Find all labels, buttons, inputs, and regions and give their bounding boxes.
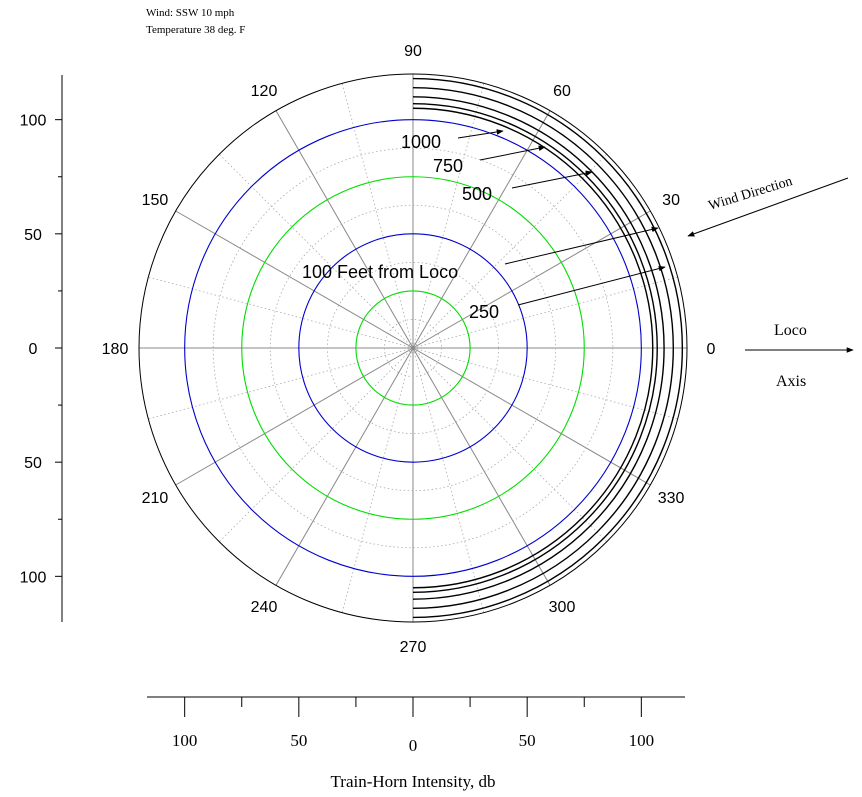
bottom-axis-tick-label: 100 — [629, 731, 655, 750]
angle-tick-label: 30 — [662, 192, 680, 209]
label-500: 500 — [462, 184, 492, 204]
grid-spoke-minor — [148, 276, 414, 349]
grid-spoke — [412, 347, 651, 486]
angle-tick-label: 210 — [142, 490, 169, 507]
grid-spoke-minor — [341, 83, 414, 349]
grid-spoke — [275, 110, 414, 349]
grid-spoke-minor — [148, 347, 414, 420]
left-axis-tick-label: 0 — [29, 341, 38, 358]
angle-tick-label: 270 — [400, 639, 427, 656]
wind-note: Wind: SSW 10 mph — [146, 7, 235, 19]
series-arc — [412, 87, 674, 609]
left-axis: 100 50 0 50 100 — [20, 75, 63, 622]
label-1000: 1000 — [401, 132, 441, 152]
label-750: 750 — [433, 156, 463, 176]
reference-circle — [241, 176, 585, 520]
series-arc — [412, 77, 684, 619]
bottom-axis-tick-label: 0 — [409, 736, 418, 755]
series-annotations: 1000 750 500 100 Feet from Loco 250 Wind… — [302, 129, 854, 390]
x-axis-label: Train-Horn Intensity, db — [331, 772, 496, 791]
series-arc — [412, 102, 658, 594]
left-axis-tick-label: 50 — [24, 227, 42, 244]
grid-spoke — [275, 347, 414, 586]
reference-circle — [298, 233, 528, 463]
angle-tick-label: 90 — [404, 43, 422, 60]
grid-ring-minor — [384, 319, 442, 377]
bottom-axis: 100 50 0 50 100 — [147, 696, 685, 755]
grid-spoke-minor — [341, 347, 414, 613]
angle-tick-label: 300 — [549, 599, 576, 616]
series-arc — [412, 107, 654, 589]
temperature-note: Temperature 38 deg. F — [146, 24, 245, 36]
grid-ring-minor — [212, 147, 614, 549]
grid-spoke-minor — [218, 347, 414, 543]
bottom-axis-tick-label: 50 — [519, 731, 536, 750]
label-250: 250 — [469, 302, 499, 322]
angle-tick-label: 330 — [658, 490, 685, 507]
grid-ring-minor — [326, 261, 500, 435]
angle-tick-label: 150 — [142, 192, 169, 209]
grid-spoke-minor — [218, 153, 414, 349]
bottom-axis-tick-label: 100 — [172, 731, 198, 750]
label-100ft: 100 Feet from Loco — [302, 262, 458, 282]
grid-spoke — [175, 347, 414, 486]
angle-tick-label: 60 — [553, 83, 571, 100]
grid-spoke-minor — [412, 347, 678, 420]
grid-spoke — [412, 347, 551, 586]
grid-spoke-minor — [412, 276, 678, 349]
grid-spoke-minor — [412, 153, 608, 349]
loco-label: Loco — [774, 322, 807, 339]
grid-ring-minor — [269, 204, 557, 492]
angle-tick-label: 0 — [707, 341, 716, 358]
series-arc — [412, 96, 665, 600]
grid-spoke-minor — [412, 347, 485, 613]
reference-circle — [184, 119, 642, 577]
axis-label: Axis — [776, 373, 806, 390]
bottom-axis-tick-label: 50 — [290, 731, 307, 750]
left-axis-tick-label: 50 — [24, 455, 42, 472]
reference-circle — [355, 290, 471, 406]
left-axis-tick-label: 100 — [20, 569, 47, 586]
polar-outer-boundary — [138, 73, 688, 623]
angle-tick-label: 240 — [251, 599, 278, 616]
wind-direction-label: Wind Direction — [707, 174, 795, 214]
angle-tick-label: 120 — [251, 83, 278, 100]
grid-spoke-minor — [412, 347, 608, 543]
left-axis-tick-label: 100 — [20, 113, 47, 130]
polar-plot: 0 30 60 90 120 150 180 210 240 270 300 330 — [102, 43, 716, 656]
angle-tick-label: 180 — [102, 341, 129, 358]
